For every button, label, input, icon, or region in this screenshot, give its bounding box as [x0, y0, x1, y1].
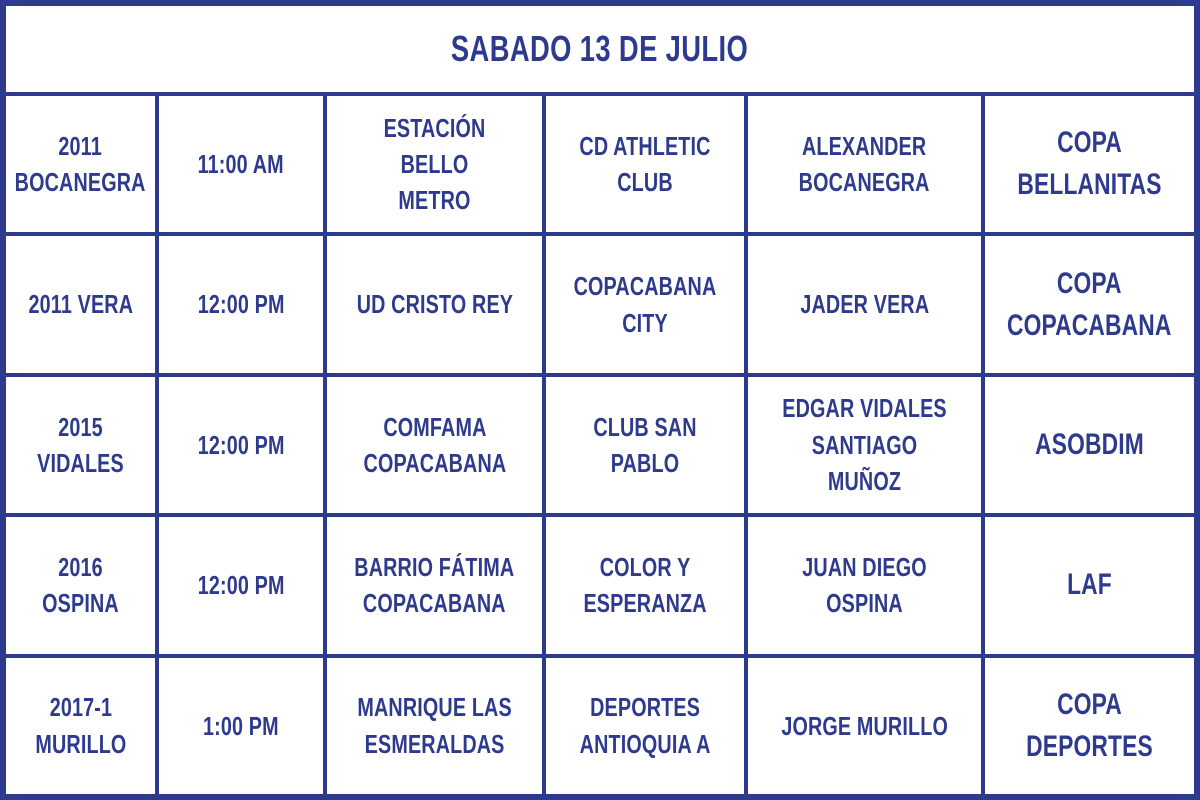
- schedule-title: SABADO 13 DE JULIO: [451, 27, 749, 69]
- team-label: 2016 OSPINA: [42, 552, 119, 619]
- venue-label: BARRIO FÁTIMA COPACABANA: [354, 552, 515, 619]
- venue-label: ESTACIÓN BELLO METRO: [383, 112, 486, 216]
- venue-cell: ESTACIÓN BELLO METRO: [327, 96, 542, 233]
- tournament-label: ASOBDIM: [1035, 427, 1144, 461]
- tournament-label: COPA DEPORTES: [1026, 687, 1153, 763]
- opponent-label: DEPORTES ANTIOQUIA A: [579, 692, 711, 759]
- tournament-cell: COPA BELLANITAS: [985, 96, 1194, 233]
- coach-label: JADER VERA: [800, 289, 929, 320]
- team-cell: 2011 BOCANEGRA: [6, 96, 155, 233]
- opponent-cell: COPACABANA CITY: [546, 236, 744, 373]
- coach-cell: EDGAR VIDALES SANTIAGO MUÑOZ: [748, 376, 981, 514]
- team-label: 2017-1 MURILLO: [34, 692, 127, 759]
- tournament-cell: COPA DEPORTES: [985, 657, 1194, 794]
- tournament-label: LAF: [1067, 568, 1112, 602]
- coach-cell: JUAN DIEGO OSPINA: [748, 517, 981, 654]
- opponent-cell: CLUB SAN PABLO: [546, 376, 744, 514]
- team-cell: 2017-1 MURILLO: [6, 657, 155, 794]
- tournament-cell: LAF: [985, 517, 1194, 654]
- time-label: 12:00 PM: [197, 289, 285, 320]
- opponent-cell: COLOR Y ESPERANZA: [546, 517, 744, 654]
- coach-label: JORGE MURILLO: [781, 710, 948, 741]
- team-cell: 2011 VERA: [6, 236, 155, 373]
- coach-label: ALEXANDER BOCANEGRA: [799, 130, 930, 198]
- venue-cell: BARRIO FÁTIMA COPACABANA: [327, 517, 542, 654]
- schedule-title-cell: SABADO 13 DE JULIO: [6, 6, 1194, 92]
- time-label: 1:00 PM: [203, 710, 279, 741]
- time-label: 12:00 PM: [197, 429, 285, 460]
- tournament-cell: ASOBDIM: [985, 376, 1194, 514]
- time-label: 12:00 PM: [197, 570, 285, 601]
- team-cell: 2016 OSPINA: [6, 517, 155, 654]
- venue-cell: MANRIQUE LAS ESMERALDAS: [327, 657, 542, 794]
- tournament-label: COPA BELLANITAS: [1017, 126, 1162, 202]
- team-label: 2011 BOCANEGRA: [15, 130, 146, 198]
- opponent-cell: CD ATHLETIC CLUB: [546, 96, 744, 233]
- venue-label: COMFAMA COPACABANA: [363, 411, 506, 478]
- coach-cell: ALEXANDER BOCANEGRA: [748, 96, 981, 233]
- venue-label: UD CRISTO REY: [356, 289, 513, 320]
- time-label: 11:00 AM: [197, 149, 285, 179]
- team-cell: 2015 VIDALES: [6, 376, 155, 514]
- opponent-label: CLUB SAN PABLO: [593, 411, 697, 478]
- opponent-label: CD ATHLETIC CLUB: [579, 130, 711, 198]
- opponent-label: COLOR Y ESPERANZA: [583, 552, 707, 619]
- coach-cell: JADER VERA: [748, 236, 981, 373]
- coach-label: EDGAR VIDALES SANTIAGO MUÑOZ: [782, 393, 947, 497]
- opponent-label: COPACABANA CITY: [573, 271, 717, 338]
- time-cell: 12:00 PM: [159, 517, 323, 654]
- venue-cell: UD CRISTO REY: [327, 236, 542, 373]
- tournament-cell: COPA COPACABANA: [985, 236, 1194, 373]
- venue-cell: COMFAMA COPACABANA: [327, 376, 542, 514]
- coach-label: JUAN DIEGO OSPINA: [802, 552, 927, 619]
- tournament-label: COPA COPACABANA: [1007, 266, 1172, 342]
- team-label: 2011 VERA: [28, 289, 133, 320]
- opponent-cell: DEPORTES ANTIOQUIA A: [546, 657, 744, 794]
- team-label: 2015 VIDALES: [37, 411, 124, 478]
- time-cell: 1:00 PM: [159, 657, 323, 794]
- time-cell: 11:00 AM: [159, 96, 323, 233]
- coach-cell: JORGE MURILLO: [748, 657, 981, 794]
- time-cell: 12:00 PM: [159, 376, 323, 514]
- time-cell: 12:00 PM: [159, 236, 323, 373]
- venue-label: MANRIQUE LAS ESMERALDAS: [357, 692, 512, 759]
